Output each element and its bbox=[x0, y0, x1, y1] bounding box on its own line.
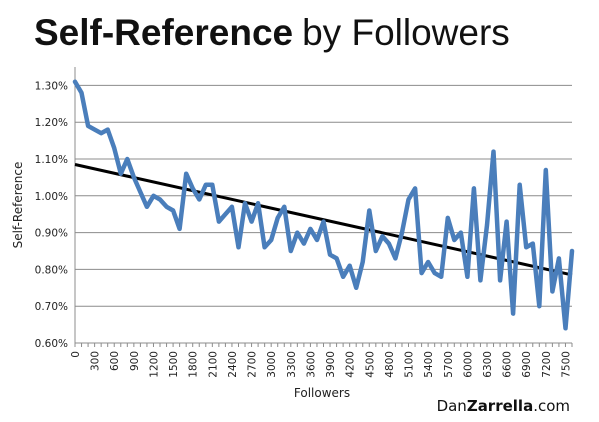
x-tick-label: 900 bbox=[129, 351, 141, 371]
x-tick-label: 4200 bbox=[345, 351, 357, 378]
x-tick-label: 6000 bbox=[462, 351, 474, 378]
chart-title-regular: by Followers bbox=[302, 12, 510, 53]
y-tick-label: 1.00% bbox=[35, 191, 68, 203]
chart-title: Self-Reference by Followers bbox=[34, 12, 510, 53]
x-tick-label: 5100 bbox=[404, 351, 416, 378]
x-axis-label: Followers bbox=[294, 386, 350, 400]
x-tick-label: 3000 bbox=[266, 351, 278, 378]
y-axis-label: Self-Reference bbox=[11, 162, 25, 249]
x-tick-labels: 0 300 600 900 1200 1500 1800 2100 2400 2700 3000 33… bbox=[70, 351, 572, 378]
y-tick-label: 1.30% bbox=[35, 80, 68, 92]
x-tick-label: 1500 bbox=[168, 351, 180, 378]
branding-suffix: .com bbox=[533, 397, 570, 415]
branding-regular: Dan bbox=[437, 397, 467, 415]
x-tick-label: 5700 bbox=[443, 351, 455, 378]
x-tick-label: 1200 bbox=[148, 351, 160, 378]
series-line bbox=[72, 79, 575, 331]
x-tick-label: 2100 bbox=[207, 351, 219, 378]
y-tick-label: 0.60% bbox=[35, 338, 68, 350]
x-tick-label: 7200 bbox=[541, 351, 553, 378]
x-tick-label: 600 bbox=[109, 351, 121, 371]
y-tick-label: 0.90% bbox=[35, 228, 68, 240]
x-tick-label: 5400 bbox=[423, 351, 435, 378]
x-tick-label: 3300 bbox=[286, 351, 298, 378]
x-tick-label: 4500 bbox=[364, 351, 376, 378]
x-tick-label: 300 bbox=[90, 351, 102, 371]
series-layer bbox=[72, 79, 575, 331]
y-tick-label: 0.70% bbox=[35, 301, 68, 313]
x-tick-label: 2700 bbox=[247, 351, 259, 378]
y-tick-label: 1.10% bbox=[35, 154, 68, 166]
x-tick-label: 7500 bbox=[560, 351, 572, 378]
x-tick-label: 4800 bbox=[384, 351, 396, 378]
y-tick-label: 0.80% bbox=[35, 264, 68, 276]
chart-title-bold: Self-Reference bbox=[34, 12, 293, 53]
x-tick-label: 6300 bbox=[482, 351, 494, 378]
branding: DanZarrella.com bbox=[437, 397, 570, 415]
y-tick-label: 1.20% bbox=[35, 117, 68, 129]
x-tick-label: 1800 bbox=[188, 351, 200, 378]
x-tick-label: 6900 bbox=[521, 351, 533, 378]
x-tick-label: 3600 bbox=[305, 351, 317, 378]
x-tick-label: 3900 bbox=[325, 351, 337, 378]
x-tick-label: 6600 bbox=[502, 351, 514, 378]
x-tick-label: 0 bbox=[70, 351, 82, 358]
x-tick-label: 2400 bbox=[227, 351, 239, 378]
y-tick-labels: 0.60% 0.70% 0.80% 0.90% 1.00% 1.10% 1.20% 1.30% bbox=[35, 80, 68, 350]
branding-bold: Zarrella bbox=[467, 397, 533, 415]
axes bbox=[74, 67, 573, 347]
